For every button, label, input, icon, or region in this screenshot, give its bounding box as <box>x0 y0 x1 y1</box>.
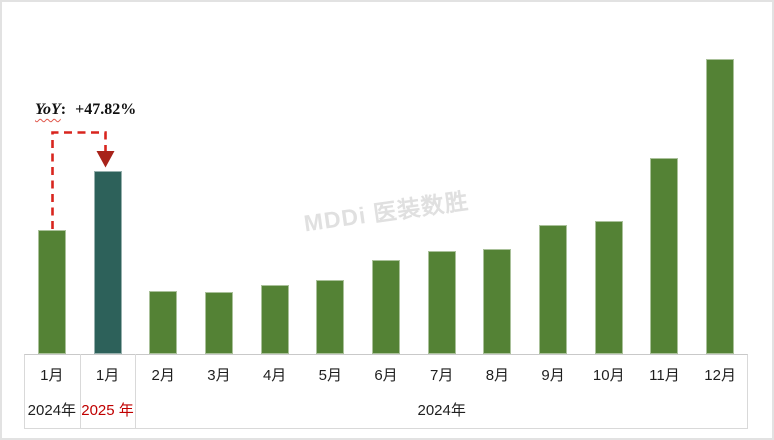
bar-2024-4月 <box>260 285 289 354</box>
axis-month-label-12月: 12月 <box>704 367 736 384</box>
bar-2024-1月 <box>37 230 66 354</box>
bar-2024-12月 <box>706 59 735 354</box>
axis-year-label-2: 2025 年 <box>81 402 134 419</box>
axis-month-label-10月: 10月 <box>592 367 625 384</box>
axis-group-separator-1 <box>79 354 81 429</box>
watermark-logo: MDDi 医装数胜 <box>302 187 471 237</box>
bar-2025-1月 <box>93 171 122 354</box>
bar-2024-11月 <box>650 158 679 354</box>
yoy-value: +47.82% <box>75 101 137 118</box>
axis-month-label-2月: 2月 <box>151 367 175 384</box>
yoy-separator: : <box>60 101 67 118</box>
axis-month-label-3月: 3月 <box>207 367 231 384</box>
bar-2024-5月 <box>316 280 345 354</box>
axis-month-label-6月: 6月 <box>374 367 398 384</box>
axis-month-label-7月: 7月 <box>430 367 454 384</box>
axis-year-label-1: 2024年 <box>27 402 77 419</box>
axis-month-label-8月: 8月 <box>485 367 510 384</box>
axis-month-label-11月: 11月 <box>649 367 680 384</box>
bar-2024-9月 <box>539 225 568 354</box>
axis-month-label-2025-1月: 1月 <box>95 367 120 384</box>
axis-group-separator-2 <box>135 354 137 429</box>
bar-2024-10月 <box>594 221 623 354</box>
yoy-term: YoY <box>35 101 61 118</box>
bar-2024-8月 <box>483 249 512 354</box>
axis-month-label-1月: 1月 <box>40 367 64 384</box>
bar-2024-2月 <box>149 291 178 354</box>
yoy-arrowhead-icon <box>96 151 115 168</box>
bar-2024-6月 <box>372 260 400 354</box>
axis-month-label-9月: 9月 <box>541 367 565 384</box>
axis-year-label-3: 2024年 <box>417 402 466 419</box>
bar-2024-3月 <box>204 292 233 354</box>
x-axis-band <box>24 354 748 429</box>
yoy-annotation: YoY: +47.82% <box>35 101 136 119</box>
axis-month-label-5月: 5月 <box>318 367 342 384</box>
axis-month-label-4月: 4月 <box>262 367 287 384</box>
bar-2024-7月 <box>427 251 456 354</box>
